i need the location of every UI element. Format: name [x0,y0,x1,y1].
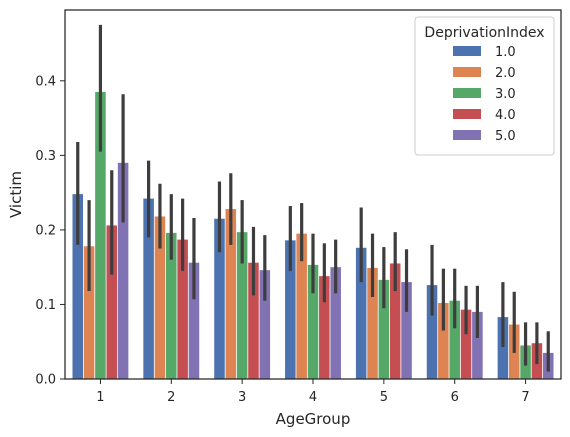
x-tick-label: 7 [521,390,529,405]
legend-swatch-1.0 [453,46,481,56]
y-tick-label: 0.0 [35,373,56,388]
y-tick-label: 0.1 [35,298,56,313]
x-tick-label: 1 [96,390,104,405]
legend: DeprivationIndex 1.0 2.0 3.0 4.0 5.0 [415,17,554,155]
x-axis: 1 2 3 4 5 6 7 [96,379,529,405]
y-tick-label: 0.3 [35,149,56,164]
legend-swatch-3.0 [453,88,481,98]
legend-swatch-5.0 [453,130,481,140]
legend-label-4.0: 4.0 [495,108,516,123]
y-tick-label: 0.4 [35,74,56,89]
y-axis: 0.0 0.1 0.2 0.3 0.4 [35,74,65,387]
y-tick-label: 0.2 [35,223,56,238]
legend-swatch-2.0 [453,67,481,77]
y-axis-label: Victim [7,171,25,218]
x-tick-label: 2 [167,390,175,405]
x-tick-label: 6 [451,390,459,405]
legend-label-3.0: 3.0 [495,87,516,102]
legend-swatch-4.0 [453,109,481,119]
legend-title: DeprivationIndex [424,25,544,41]
legend-label-5.0: 5.0 [495,129,516,144]
legend-label-1.0: 1.0 [495,45,516,60]
x-tick-label: 3 [238,390,246,405]
x-axis-label: AgeGroup [276,410,351,428]
x-tick-label: 4 [309,390,317,405]
x-tick-label: 5 [380,390,388,405]
legend-label-2.0: 2.0 [495,66,516,81]
